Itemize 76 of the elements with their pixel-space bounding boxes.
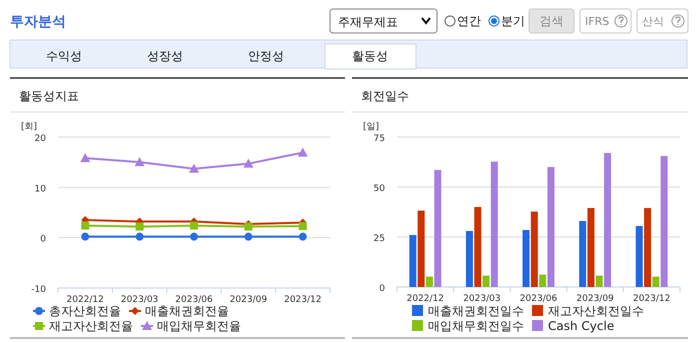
x-tick-label: 2023/12 bbox=[633, 294, 670, 304]
legend-label: 매출채권회전일수 bbox=[428, 304, 524, 318]
y-tick-label: 20 bbox=[34, 134, 46, 144]
x-tick-label: 2022/12 bbox=[406, 294, 444, 304]
point bbox=[298, 148, 308, 157]
point bbox=[136, 222, 144, 231]
text: 검색 bbox=[540, 14, 564, 28]
legend-label: 매입채무회전율 bbox=[157, 319, 241, 333]
y-tick-label: 0 bbox=[379, 284, 386, 294]
legend-label: 매출채권회전율 bbox=[145, 304, 229, 318]
text: 분기 bbox=[501, 14, 525, 28]
bar bbox=[652, 276, 660, 287]
point bbox=[298, 232, 307, 241]
bar bbox=[522, 230, 530, 287]
point bbox=[189, 164, 199, 173]
x-tick-label: 2023/09 bbox=[576, 294, 614, 304]
x-tick-label: 2023/03 bbox=[463, 294, 501, 304]
y-axis-title: [일] bbox=[363, 122, 380, 132]
x-tick-label: 2023/06 bbox=[520, 294, 558, 304]
point bbox=[244, 222, 252, 231]
bar bbox=[604, 153, 612, 287]
text: 활동성 bbox=[352, 49, 388, 63]
point bbox=[190, 232, 198, 241]
x-tick-label: 2023/03 bbox=[120, 295, 158, 305]
y-tick-label: 75 bbox=[374, 134, 385, 144]
legend-label: 총자산회전율 bbox=[49, 304, 121, 318]
x-tick-label: 2023/09 bbox=[230, 295, 268, 305]
x-tick-label: 2022/12 bbox=[66, 295, 104, 305]
point bbox=[81, 222, 90, 230]
bar bbox=[466, 231, 473, 287]
text: IFRS bbox=[585, 15, 610, 28]
y-tick-label: 50 bbox=[374, 184, 386, 194]
point bbox=[134, 157, 145, 166]
x-tick-label: 2023/06 bbox=[175, 295, 213, 305]
bar bbox=[434, 170, 442, 287]
bar bbox=[660, 156, 668, 287]
bar bbox=[482, 276, 490, 287]
chart-title: 활동성지표 bbox=[19, 89, 79, 103]
point bbox=[190, 222, 198, 230]
point bbox=[136, 232, 144, 241]
legend-label: 재고자산회전율 bbox=[49, 319, 133, 333]
bar bbox=[587, 208, 594, 287]
bar bbox=[636, 226, 643, 287]
text: 산식 bbox=[642, 15, 664, 28]
point bbox=[298, 222, 307, 230]
bar bbox=[409, 235, 416, 287]
text: 안정성 bbox=[248, 49, 284, 63]
x-tick-label: 2023/12 bbox=[284, 295, 322, 305]
point bbox=[244, 232, 252, 241]
y-axis-title: [회] bbox=[21, 122, 38, 132]
y-tick-label: 0 bbox=[40, 234, 46, 245]
bar bbox=[474, 207, 482, 287]
text: 수익성 bbox=[46, 49, 82, 63]
text: 성장성 bbox=[147, 49, 183, 63]
bar bbox=[490, 162, 498, 287]
bar bbox=[596, 276, 603, 287]
text: 주재무제표 bbox=[338, 15, 398, 29]
legend-label: 매입채무회전일수 bbox=[428, 319, 524, 333]
bar bbox=[579, 221, 586, 287]
text: 연간 bbox=[457, 14, 481, 28]
bar bbox=[418, 210, 425, 287]
text: 투자분석 bbox=[10, 14, 66, 30]
bar bbox=[644, 208, 652, 287]
bar bbox=[539, 274, 546, 287]
chart-title: 회전일수 bbox=[361, 89, 409, 103]
y-tick-label: 10 bbox=[34, 184, 46, 194]
y-tick-label: 25 bbox=[374, 234, 385, 244]
bar bbox=[426, 276, 433, 287]
legend-label: Cash Cycle bbox=[548, 319, 614, 333]
bar bbox=[547, 167, 554, 287]
y-tick-label: -10 bbox=[31, 285, 46, 295]
point bbox=[80, 153, 90, 162]
point bbox=[81, 232, 90, 241]
legend-label: 재고자산회전일수 bbox=[548, 304, 644, 318]
point bbox=[243, 158, 254, 168]
bar bbox=[530, 212, 538, 287]
